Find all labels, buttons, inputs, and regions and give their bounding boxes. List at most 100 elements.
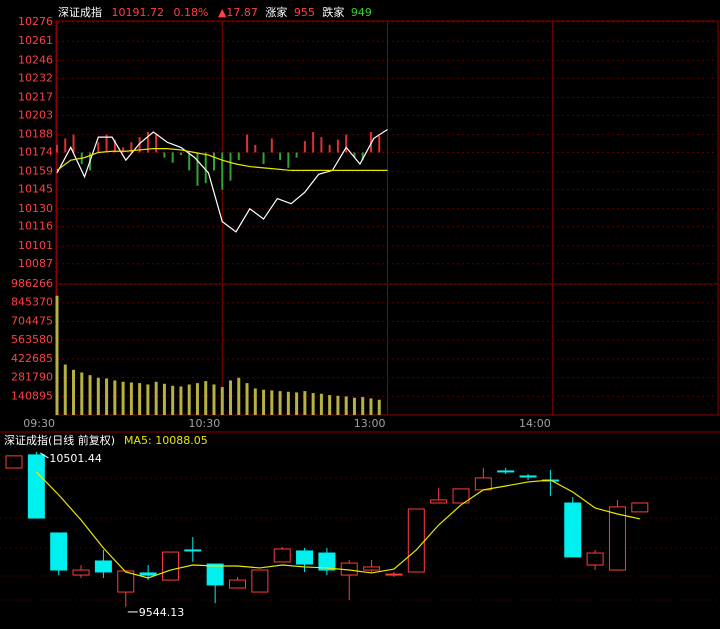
candle-body bbox=[161, 551, 179, 581]
y-tick-label: 140895 bbox=[11, 389, 53, 402]
y-tick-label: 281790 bbox=[11, 371, 53, 384]
y-tick-label: 10130 bbox=[18, 202, 53, 215]
candle-body bbox=[385, 573, 403, 576]
x-tick-label: 14:00 bbox=[519, 417, 551, 430]
candle-body bbox=[229, 579, 246, 589]
volume-bar bbox=[212, 384, 216, 415]
volume-bar bbox=[253, 388, 257, 415]
y-tick-label: 10101 bbox=[18, 239, 53, 252]
y-tick-label: 10232 bbox=[18, 71, 53, 84]
volume-bar bbox=[171, 385, 175, 415]
candle-body bbox=[117, 570, 135, 593]
volume-bar bbox=[105, 378, 109, 415]
volume-bar bbox=[369, 398, 373, 415]
x-tick-label: 13:00 bbox=[354, 417, 386, 430]
volume-bar bbox=[295, 392, 299, 415]
y-tick-label: 10159 bbox=[18, 165, 53, 178]
x-tick-label: 09:30 bbox=[23, 417, 55, 430]
volume-bar bbox=[138, 383, 142, 415]
last-price: 10191.72 bbox=[112, 6, 165, 19]
candle-body bbox=[296, 550, 314, 565]
y-tick-label: 845370 bbox=[11, 296, 53, 309]
candle-body bbox=[27, 454, 45, 519]
x-tick-label: 10:30 bbox=[189, 417, 221, 430]
y-tick-label: 10116 bbox=[18, 220, 53, 233]
volume-bar bbox=[187, 384, 191, 415]
y-tick-label: 10087 bbox=[18, 257, 53, 270]
y-tick-label: 10246 bbox=[18, 53, 53, 66]
y-tick-label: 10203 bbox=[18, 108, 53, 121]
volume-bar bbox=[311, 393, 315, 415]
volume-bar bbox=[113, 380, 117, 415]
volume-bar bbox=[352, 397, 356, 415]
candle-body bbox=[407, 508, 425, 573]
volume-bar bbox=[154, 381, 158, 415]
down-label: 跌家 bbox=[322, 5, 344, 19]
candle-body bbox=[631, 502, 649, 513]
y-tick-label: 704475 bbox=[11, 314, 53, 327]
volume-bar bbox=[245, 383, 249, 415]
volume-bar bbox=[377, 399, 381, 415]
volume-bar bbox=[270, 390, 274, 415]
volume-bar bbox=[179, 386, 183, 415]
y-tick-label: 563580 bbox=[11, 333, 53, 346]
volume-bar bbox=[237, 377, 241, 415]
low-annotation: 9544.13 bbox=[139, 606, 185, 619]
price-line bbox=[56, 148, 388, 172]
candle-body bbox=[363, 566, 381, 571]
volume-bar bbox=[328, 395, 332, 415]
candle-body bbox=[608, 506, 626, 571]
volume-bar bbox=[286, 391, 290, 415]
y-tick-label: 422685 bbox=[11, 352, 53, 365]
volume-bar bbox=[344, 396, 348, 415]
index-name: 深证成指 bbox=[58, 5, 102, 19]
candle-body bbox=[474, 477, 492, 491]
candle-body bbox=[430, 499, 448, 504]
volume-bar bbox=[303, 391, 307, 415]
change: ▲17.87 bbox=[218, 6, 258, 19]
candle-body bbox=[251, 569, 269, 593]
down-count: 949 bbox=[351, 6, 372, 19]
volume-bar bbox=[204, 381, 208, 415]
volume-bar bbox=[361, 397, 365, 415]
candle-body bbox=[519, 475, 537, 478]
volume-bar bbox=[55, 295, 59, 415]
up-count: 955 bbox=[294, 6, 315, 19]
candle-body bbox=[50, 532, 68, 571]
volume-bar bbox=[195, 383, 199, 415]
y-tick-label: 10174 bbox=[18, 146, 53, 159]
volume-bar bbox=[72, 369, 76, 415]
volume-bar bbox=[229, 380, 233, 415]
candle-body bbox=[139, 572, 157, 576]
volume-bar bbox=[278, 391, 282, 415]
volume-bar bbox=[220, 387, 224, 415]
volume-bar bbox=[262, 389, 266, 415]
annotation-arrow bbox=[40, 452, 49, 459]
candle-body bbox=[564, 502, 582, 558]
volume-bar bbox=[146, 384, 150, 415]
y-tick-label: 10145 bbox=[18, 183, 53, 196]
volume-bar bbox=[88, 375, 92, 415]
volume-bar bbox=[80, 372, 84, 415]
volume-bar bbox=[162, 383, 166, 415]
high-annotation: 10501.44 bbox=[49, 452, 102, 465]
header: 深证成指 10191.72 0.18% ▲17.87 涨家 955 跌家 949 bbox=[58, 5, 372, 19]
candle-body bbox=[318, 552, 336, 571]
y-tick-label: 986266 bbox=[11, 277, 53, 290]
volume-bar bbox=[96, 377, 100, 415]
candle-body bbox=[586, 552, 604, 566]
y-tick-label: 10217 bbox=[18, 90, 53, 103]
candle-body bbox=[497, 470, 515, 473]
y-tick-label: 10188 bbox=[18, 128, 53, 141]
volume-bar bbox=[129, 382, 133, 415]
ma-legend: MA5: 10088.05 bbox=[124, 434, 208, 447]
kline-title: 深证成指(日线 前复权) bbox=[4, 433, 115, 447]
candle-body bbox=[273, 548, 291, 563]
volume-bar bbox=[319, 393, 323, 415]
candle-body bbox=[72, 569, 90, 576]
ma-line bbox=[35, 471, 640, 579]
y-tick-label: 10261 bbox=[18, 34, 53, 47]
change-pct: 0.18% bbox=[174, 6, 209, 19]
candle-body bbox=[184, 549, 202, 552]
